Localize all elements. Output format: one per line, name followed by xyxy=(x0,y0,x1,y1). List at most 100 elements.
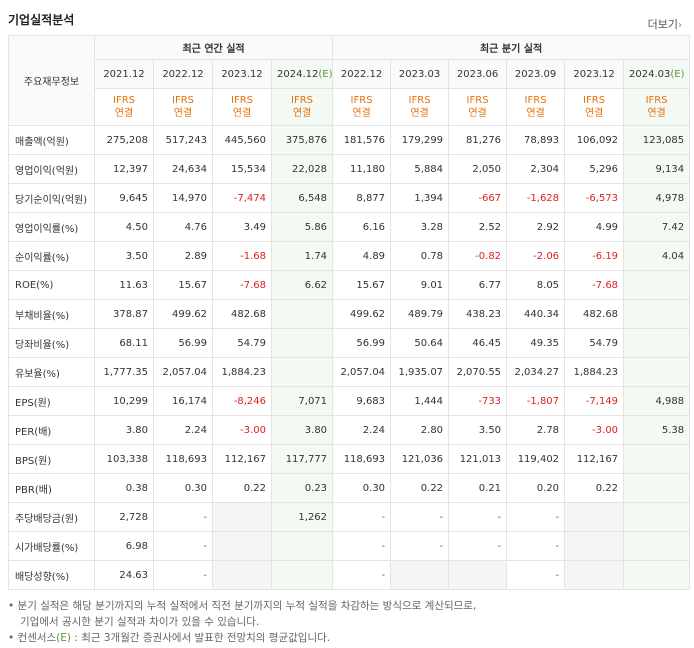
value-cell: 6.62 xyxy=(270,270,334,300)
value-cell: 11.63 xyxy=(94,270,154,300)
value-cell: 106,092 xyxy=(564,125,625,155)
ifrs-cell: IFRS 연결 xyxy=(332,88,392,126)
value-cell: 482.68 xyxy=(212,299,272,329)
period-label: 2023.12 xyxy=(221,68,263,80)
consolidated-label: 연결 xyxy=(292,108,312,119)
value-cell: 49.35 xyxy=(506,328,566,358)
table-row: 당기순이익(억원) 9,645 14,970 -7,474 6,548 8,877 1,39… xyxy=(8,183,691,213)
value-cell: 8,877 xyxy=(332,183,392,213)
value-cell: 2.92 xyxy=(506,212,566,242)
value-cell: -733 xyxy=(448,386,508,416)
value-cell: - xyxy=(390,531,450,561)
financial-table: 주요재무정보 최근 연간 실적 최근 분기 실적 2021.12 2022.12 2023… xyxy=(8,35,691,590)
value-cell: 5.86 xyxy=(270,212,334,242)
value-cell: 12,397 xyxy=(94,154,154,184)
ifrs-label: IFRS xyxy=(291,95,314,106)
footnote-2: • 컨센서스(E) : 최근 3개월간 증권사에서 발표한 전망치의 평균값입니… xyxy=(8,630,688,646)
period-label: 2022.12 xyxy=(340,68,383,80)
quarter-group-header: 최근 분기 실적 xyxy=(332,35,691,60)
value-cell: 0.20 xyxy=(506,473,566,503)
value-cell: 0.38 xyxy=(94,473,154,503)
value-cell: 1,262 xyxy=(270,502,334,532)
value-cell: -667 xyxy=(448,183,508,213)
table-row: 영업이익(억원) 12,397 24,634 15,534 22,028 11,180 5,… xyxy=(8,154,691,184)
value-cell: 112,167 xyxy=(212,444,272,474)
value-cell: 9.01 xyxy=(390,270,450,300)
value-cell: -7,474 xyxy=(212,183,272,213)
value-cell: 103,338 xyxy=(94,444,154,474)
table-row: 시가배당률(%) 6.98- - - - - xyxy=(8,531,691,561)
consolidated-label: 연결 xyxy=(468,108,487,119)
value-cell: 119,402 xyxy=(506,444,566,474)
value-cell: 15.67 xyxy=(332,270,392,300)
value-cell: 15.67 xyxy=(153,270,213,300)
value-cell: -3.00 xyxy=(564,415,625,445)
consolidated-label: 연결 xyxy=(114,108,134,119)
footnote-1-cont: 기업에서 공시한 분기 실적과 차이가 있을 수 있습니다. xyxy=(20,616,260,628)
ifrs-cell: IFRS 연결 xyxy=(270,88,334,126)
value-cell xyxy=(623,444,691,474)
value-cell xyxy=(623,560,691,590)
ifrs-label: IFRS xyxy=(172,95,194,106)
value-cell: 4.50 xyxy=(94,212,154,242)
consolidated-label: 연결 xyxy=(647,108,666,119)
value-cell: 118,693 xyxy=(153,444,213,474)
value-cell: 56.99 xyxy=(332,328,392,358)
value-cell xyxy=(212,560,272,590)
ifrs-label: IFRS xyxy=(231,95,253,106)
value-cell xyxy=(564,531,625,561)
value-cell: 3.80 xyxy=(270,415,334,445)
consolidated-label: 연결 xyxy=(352,108,371,119)
value-cell: 14,970 xyxy=(153,183,213,213)
value-cell: 2,050 xyxy=(448,154,508,184)
value-cell: 2,304 xyxy=(506,154,566,184)
value-cell: 16,174 xyxy=(153,386,213,416)
period-header: 2023.12 xyxy=(212,59,272,89)
value-cell: 3.50 xyxy=(94,241,154,271)
value-cell: 10,299 xyxy=(94,386,154,416)
value-cell: 50.64 xyxy=(390,328,450,358)
value-cell: 499.62 xyxy=(153,299,213,329)
row-label: 영업이익(억원) xyxy=(8,154,95,184)
value-cell: - xyxy=(153,560,213,590)
row-label: 순이익률(%) xyxy=(8,241,95,271)
value-cell: 2,057.04 xyxy=(153,357,213,387)
row-label: BPS(원) xyxy=(8,444,95,474)
row-label: 배당성향(%) xyxy=(8,560,95,590)
value-cell: 0.78 xyxy=(390,241,450,271)
period-label: 2023.12 xyxy=(573,68,615,80)
value-cell: 489.79 xyxy=(390,299,450,329)
period-header-row: 2021.12 2022.12 2023.12 2024.12(E) 2022.12 20… xyxy=(9,59,691,89)
value-cell: - xyxy=(506,502,566,532)
period-label: 2023.06 xyxy=(456,68,499,80)
row-label: ROE(%) xyxy=(8,270,95,300)
value-cell: 22,028 xyxy=(270,154,334,184)
value-cell: 6.77 xyxy=(448,270,508,300)
more-link[interactable]: 더보기› xyxy=(648,16,682,32)
table-row: 당좌비율(%) 68.11 56.99 54.79 56.99 50.64 46.45 49.… xyxy=(8,328,691,358)
value-cell: - xyxy=(448,502,508,532)
value-cell: 3.28 xyxy=(390,212,450,242)
table-row: PBR(배) 0.38 0.30 0.22 0.23 0.30 0.22 0.21 0.20 0.… xyxy=(8,473,691,503)
value-cell: 24.63 xyxy=(94,560,154,590)
value-cell: - xyxy=(153,502,213,532)
period-header: 2023.12 xyxy=(564,59,625,89)
value-cell: - xyxy=(506,560,566,590)
chevron-right-icon: › xyxy=(678,20,682,31)
table-row: PER(배) 3.80 2.24 -3.00 3.80 2.24 2.80 3.50 2.78-… xyxy=(8,415,691,445)
value-cell: 438.23 xyxy=(448,299,508,329)
row-label: 시가배당률(%) xyxy=(8,531,95,561)
value-cell: 4,988 xyxy=(623,386,691,416)
period-header: 2023.09 xyxy=(506,59,566,89)
value-cell: 121,013 xyxy=(448,444,508,474)
value-cell: 2.24 xyxy=(332,415,392,445)
value-cell xyxy=(623,502,691,532)
value-cell xyxy=(564,502,625,532)
value-cell: 117,777 xyxy=(270,444,334,474)
value-cell: 499.62 xyxy=(332,299,392,329)
value-cell: 118,693 xyxy=(332,444,392,474)
value-cell: - xyxy=(332,531,392,561)
value-cell: 0.30 xyxy=(153,473,213,503)
value-cell: 7,071 xyxy=(270,386,334,416)
consolidated-label: 연결 xyxy=(173,108,193,119)
